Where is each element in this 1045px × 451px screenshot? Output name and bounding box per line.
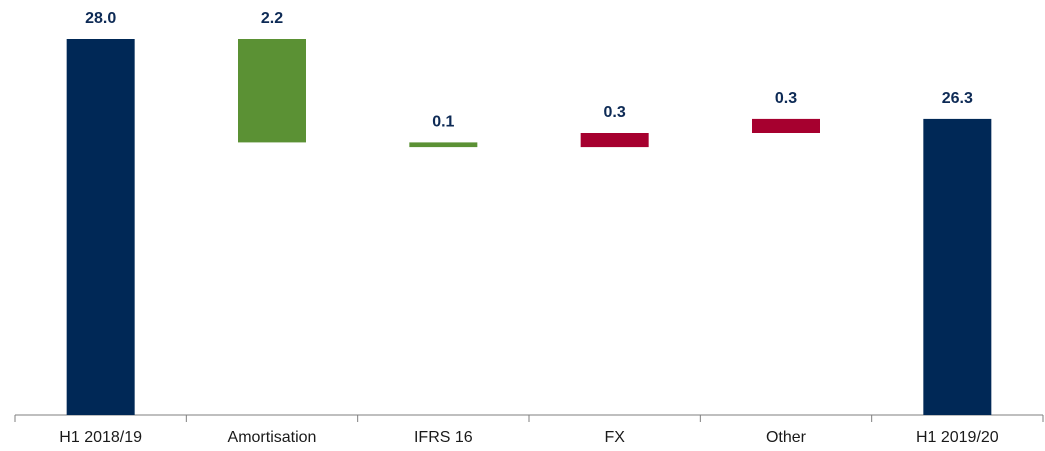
value-label: 2.2 [261, 10, 283, 27]
x-tick-label: FX [604, 429, 625, 446]
x-tick-label: H1 2019/20 [916, 429, 999, 446]
bar [66, 39, 135, 415]
value-label: 0.1 [432, 114, 454, 131]
value-label: 28.0 [85, 10, 116, 27]
value-label: 26.3 [942, 90, 973, 107]
bar [752, 118, 820, 133]
bar [409, 142, 478, 148]
value-label: 0.3 [775, 90, 797, 107]
bar [238, 39, 306, 143]
value-label: 0.3 [604, 104, 626, 121]
x-tick-label: Amortisation [228, 429, 317, 446]
x-tick-label: H1 2018/19 [59, 429, 142, 446]
bar [923, 118, 992, 416]
x-tick-label: Other [766, 429, 807, 446]
x-tick-label: IFRS 16 [414, 429, 473, 446]
bar [580, 133, 649, 148]
